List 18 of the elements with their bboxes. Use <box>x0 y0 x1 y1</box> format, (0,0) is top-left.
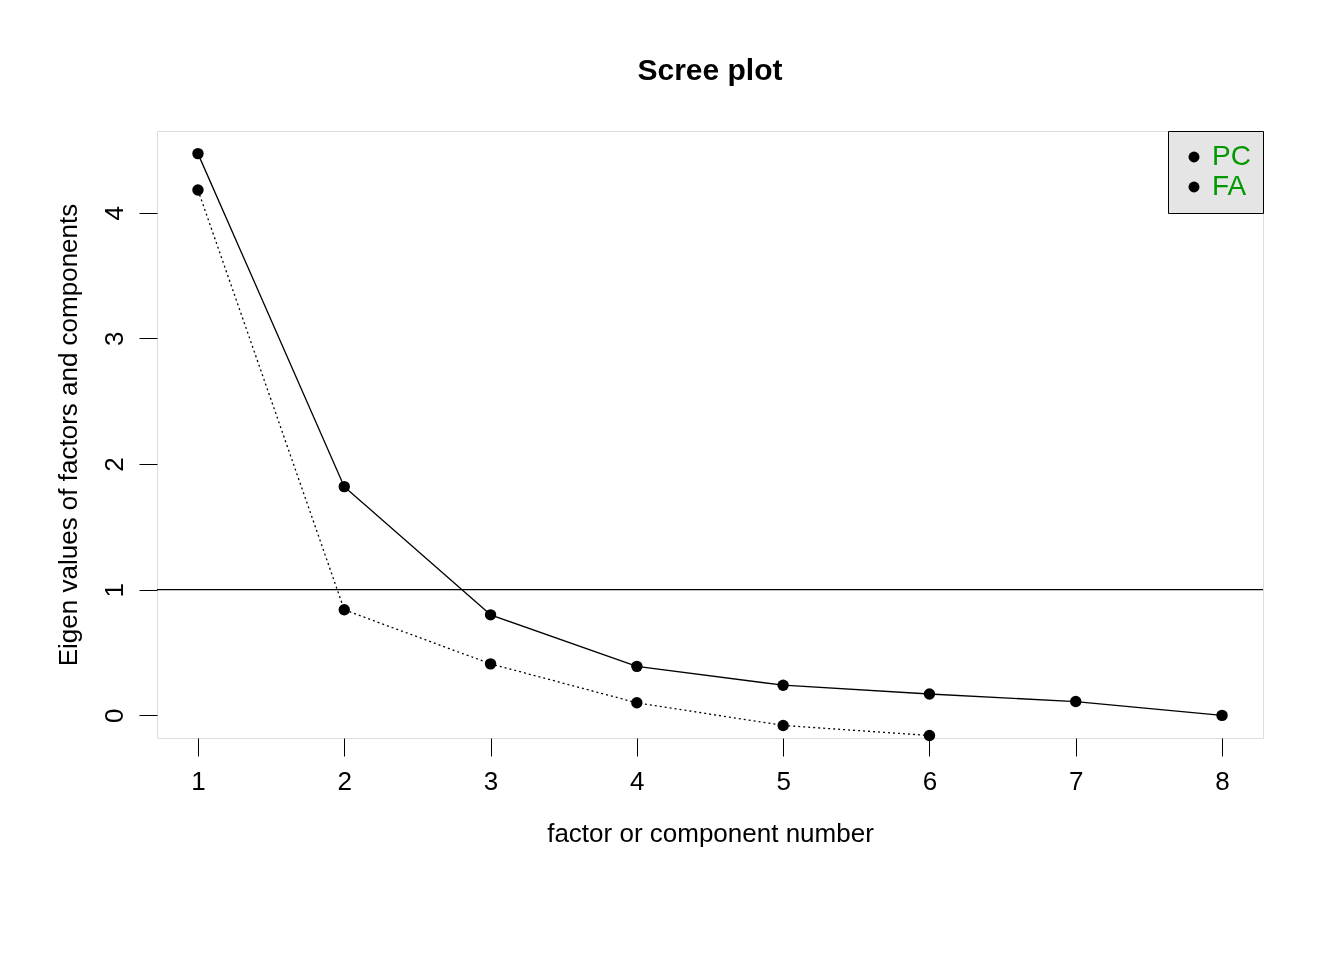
y-tick-label: 2 <box>98 457 129 472</box>
legend-label: FA <box>1212 170 1247 201</box>
x-tick-label: 4 <box>630 765 645 796</box>
y-tick-label: 3 <box>98 331 129 347</box>
x-tick-label: 1 <box>191 765 206 796</box>
x-tick-label: 3 <box>483 765 499 796</box>
x-tick-label: 8 <box>1215 765 1230 796</box>
y-tick-label: 4 <box>98 205 129 221</box>
y-axis-title: Eigen values of factors and components <box>52 203 83 667</box>
x-tick-label: 6 <box>922 765 938 796</box>
x-tick-label: 7 <box>1069 765 1084 796</box>
y-tick-label: 1 <box>98 582 129 598</box>
x-tick-label: 5 <box>776 765 791 796</box>
x-axis-title: factor or component number <box>547 817 875 848</box>
y-tick-label: 0 <box>98 708 129 724</box>
legend-label: PC <box>1212 140 1251 171</box>
chart-title: Scree plot <box>637 52 783 86</box>
x-tick-label: 2 <box>337 765 352 796</box>
